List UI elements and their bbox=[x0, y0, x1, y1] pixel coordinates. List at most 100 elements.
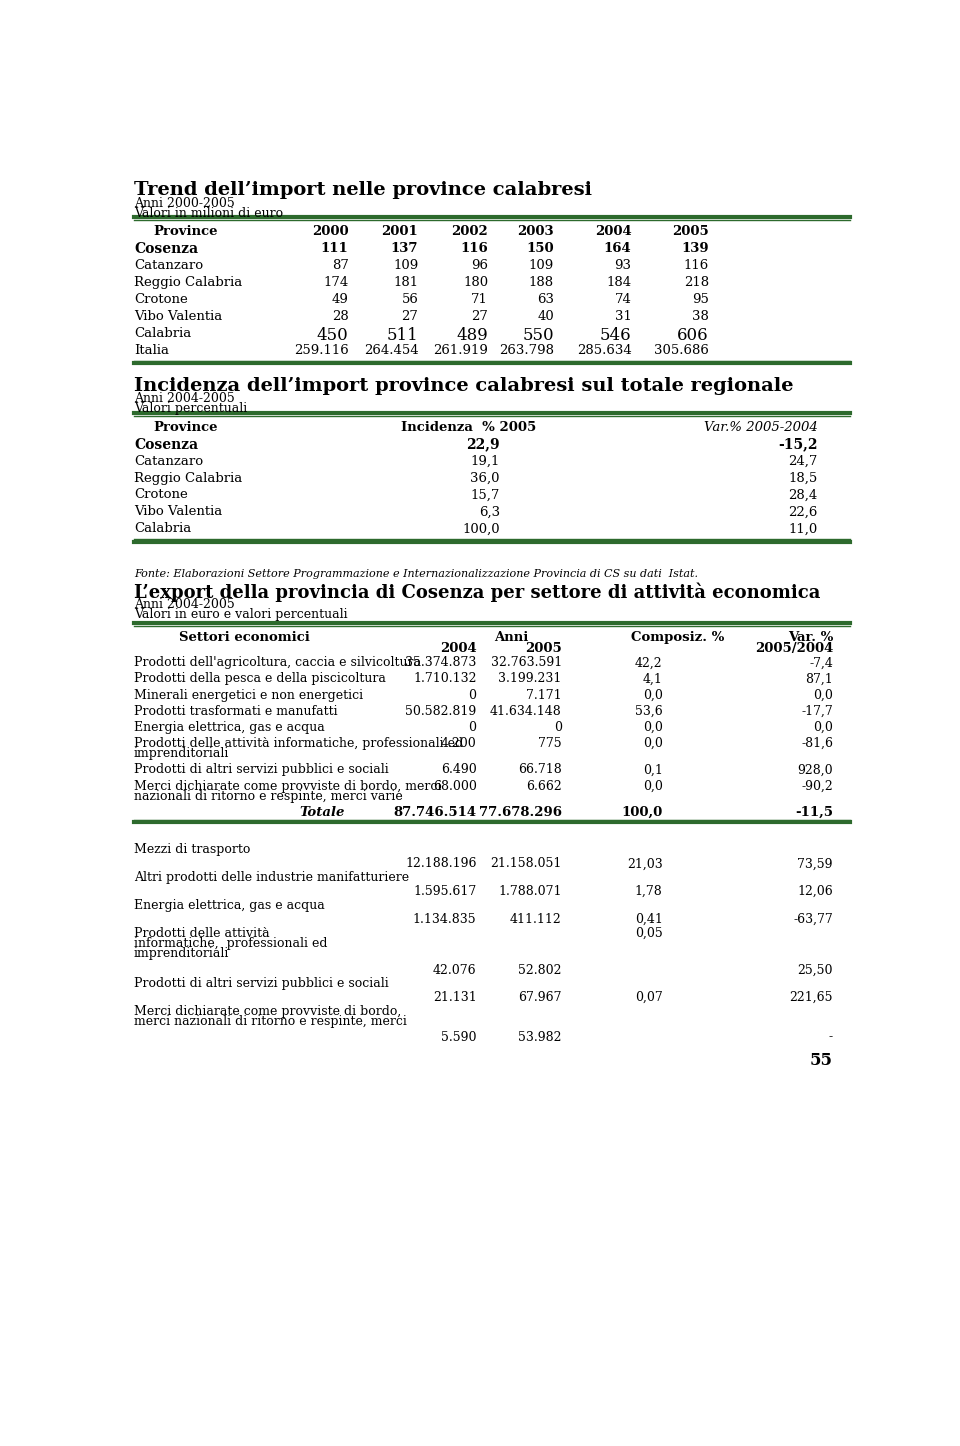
Text: Province: Province bbox=[154, 226, 218, 239]
Text: 1.595.617: 1.595.617 bbox=[413, 885, 476, 898]
Text: 606: 606 bbox=[678, 327, 709, 344]
Text: Vibo Valentia: Vibo Valentia bbox=[134, 506, 222, 518]
Text: Catanzaro: Catanzaro bbox=[134, 454, 204, 467]
Text: 164: 164 bbox=[604, 241, 632, 254]
Text: 96: 96 bbox=[471, 259, 488, 272]
Text: 450: 450 bbox=[317, 327, 348, 344]
Text: 100,0: 100,0 bbox=[621, 805, 662, 818]
Text: 68.000: 68.000 bbox=[433, 779, 476, 792]
Text: 261.919: 261.919 bbox=[433, 344, 488, 357]
Text: 150: 150 bbox=[526, 241, 554, 254]
Text: 0: 0 bbox=[468, 688, 476, 701]
Text: 3.199.231: 3.199.231 bbox=[498, 672, 562, 685]
Text: -17,7: -17,7 bbox=[802, 704, 833, 717]
Text: 66.718: 66.718 bbox=[518, 763, 562, 777]
Text: Italia: Italia bbox=[134, 344, 169, 357]
Text: 2004: 2004 bbox=[440, 642, 476, 655]
Text: Prodotti di altri servizi pubblici e sociali: Prodotti di altri servizi pubblici e soc… bbox=[134, 763, 389, 777]
Text: 25,50: 25,50 bbox=[798, 963, 833, 976]
Text: 218: 218 bbox=[684, 276, 709, 289]
Text: Energia elettrica, gas e acqua: Energia elettrica, gas e acqua bbox=[134, 899, 324, 912]
Text: Prodotti di altri servizi pubblici e sociali: Prodotti di altri servizi pubblici e soc… bbox=[134, 977, 389, 991]
Text: 28: 28 bbox=[332, 309, 348, 322]
Text: 28,4: 28,4 bbox=[788, 489, 818, 502]
Text: 285.634: 285.634 bbox=[577, 344, 632, 357]
Text: Trend dell’import nelle province calabresi: Trend dell’import nelle province calabre… bbox=[134, 181, 592, 200]
Text: 18,5: 18,5 bbox=[788, 471, 818, 484]
Text: 21,03: 21,03 bbox=[627, 857, 662, 870]
Text: Crotone: Crotone bbox=[134, 294, 188, 307]
Text: 27: 27 bbox=[401, 309, 419, 322]
Text: 35.374.873: 35.374.873 bbox=[405, 656, 476, 669]
Text: 0,41: 0,41 bbox=[635, 912, 662, 925]
Text: Composiz. %: Composiz. % bbox=[632, 630, 725, 643]
Text: Reggio Calabria: Reggio Calabria bbox=[134, 471, 242, 484]
Text: 137: 137 bbox=[391, 241, 419, 254]
Text: Crotone: Crotone bbox=[134, 489, 188, 502]
Text: 0,0: 0,0 bbox=[642, 737, 662, 750]
Text: 221,65: 221,65 bbox=[789, 992, 833, 1005]
Text: 2003: 2003 bbox=[517, 226, 554, 239]
Text: 546: 546 bbox=[600, 327, 632, 344]
Text: Merci dichiarate come provviste di bordo,: Merci dichiarate come provviste di bordo… bbox=[134, 1005, 401, 1018]
Text: 2001: 2001 bbox=[382, 226, 419, 239]
Text: 489: 489 bbox=[456, 327, 488, 344]
Text: 2000: 2000 bbox=[312, 226, 348, 239]
Text: 116: 116 bbox=[461, 241, 488, 254]
Text: 67.967: 67.967 bbox=[518, 992, 562, 1005]
Text: Var. %: Var. % bbox=[787, 630, 833, 643]
Text: 775: 775 bbox=[539, 737, 562, 750]
Text: Settori economici: Settori economici bbox=[179, 630, 309, 643]
Text: 52.802: 52.802 bbox=[518, 963, 562, 976]
Text: Reggio Calabria: Reggio Calabria bbox=[134, 276, 242, 289]
Text: 264.454: 264.454 bbox=[364, 344, 419, 357]
Text: Valori in milioni di euro: Valori in milioni di euro bbox=[134, 207, 283, 220]
Text: 6.490: 6.490 bbox=[441, 763, 476, 777]
Text: Vibo Valentia: Vibo Valentia bbox=[134, 309, 222, 322]
Text: Cosenza: Cosenza bbox=[134, 438, 198, 451]
Text: 11,0: 11,0 bbox=[788, 522, 818, 535]
Text: 188: 188 bbox=[529, 276, 554, 289]
Text: 0,0: 0,0 bbox=[642, 779, 662, 792]
Text: Prodotti trasformati e manufatti: Prodotti trasformati e manufatti bbox=[134, 704, 338, 717]
Text: 111: 111 bbox=[321, 241, 348, 254]
Text: Fonte: Elaborazioni Settore Programmazione e Internazionalizzazione Provincia di: Fonte: Elaborazioni Settore Programmazio… bbox=[134, 568, 698, 578]
Text: 263.798: 263.798 bbox=[499, 344, 554, 357]
Text: 109: 109 bbox=[394, 259, 419, 272]
Text: 2005: 2005 bbox=[525, 642, 562, 655]
Text: Prodotti della pesca e della piscicoltura: Prodotti della pesca e della piscicoltur… bbox=[134, 672, 386, 685]
Text: imprenditoriali: imprenditoriali bbox=[134, 748, 229, 761]
Text: 24,7: 24,7 bbox=[788, 454, 818, 467]
Text: 38: 38 bbox=[692, 309, 709, 322]
Text: 7.171: 7.171 bbox=[526, 688, 562, 701]
Text: 0: 0 bbox=[468, 722, 476, 735]
Text: Calabria: Calabria bbox=[134, 327, 191, 340]
Text: 181: 181 bbox=[394, 276, 419, 289]
Text: -90,2: -90,2 bbox=[802, 779, 833, 792]
Text: 42.076: 42.076 bbox=[433, 963, 476, 976]
Text: 2005/2004: 2005/2004 bbox=[755, 642, 833, 655]
Text: Var.% 2005-2004: Var.% 2005-2004 bbox=[704, 421, 818, 434]
Text: 305.686: 305.686 bbox=[654, 344, 709, 357]
Text: informatiche,  professionali ed: informatiche, professionali ed bbox=[134, 937, 327, 950]
Text: Anni 2004-2005: Anni 2004-2005 bbox=[134, 392, 234, 405]
Text: 36,0: 36,0 bbox=[470, 471, 500, 484]
Text: 19,1: 19,1 bbox=[470, 454, 500, 467]
Text: Anni: Anni bbox=[494, 630, 529, 643]
Text: 6,3: 6,3 bbox=[479, 506, 500, 518]
Text: 2005: 2005 bbox=[672, 226, 709, 239]
Text: 53.982: 53.982 bbox=[518, 1031, 562, 1044]
Text: 93: 93 bbox=[614, 259, 632, 272]
Text: 32.763.591: 32.763.591 bbox=[491, 656, 562, 669]
Text: 49: 49 bbox=[332, 294, 348, 307]
Text: 87: 87 bbox=[332, 259, 348, 272]
Text: Province: Province bbox=[154, 421, 218, 434]
Text: -15,2: -15,2 bbox=[778, 438, 818, 451]
Text: Prodotti dell'agricoltura, caccia e silvicoltura: Prodotti dell'agricoltura, caccia e silv… bbox=[134, 656, 420, 669]
Text: Incidenza dell’import province calabresi sul totale regionale: Incidenza dell’import province calabresi… bbox=[134, 377, 794, 395]
Text: 21.131: 21.131 bbox=[433, 992, 476, 1005]
Text: Valori in euro e valori percentuali: Valori in euro e valori percentuali bbox=[134, 607, 348, 620]
Text: 74: 74 bbox=[614, 294, 632, 307]
Text: 53,6: 53,6 bbox=[635, 704, 662, 717]
Text: 15,7: 15,7 bbox=[470, 489, 500, 502]
